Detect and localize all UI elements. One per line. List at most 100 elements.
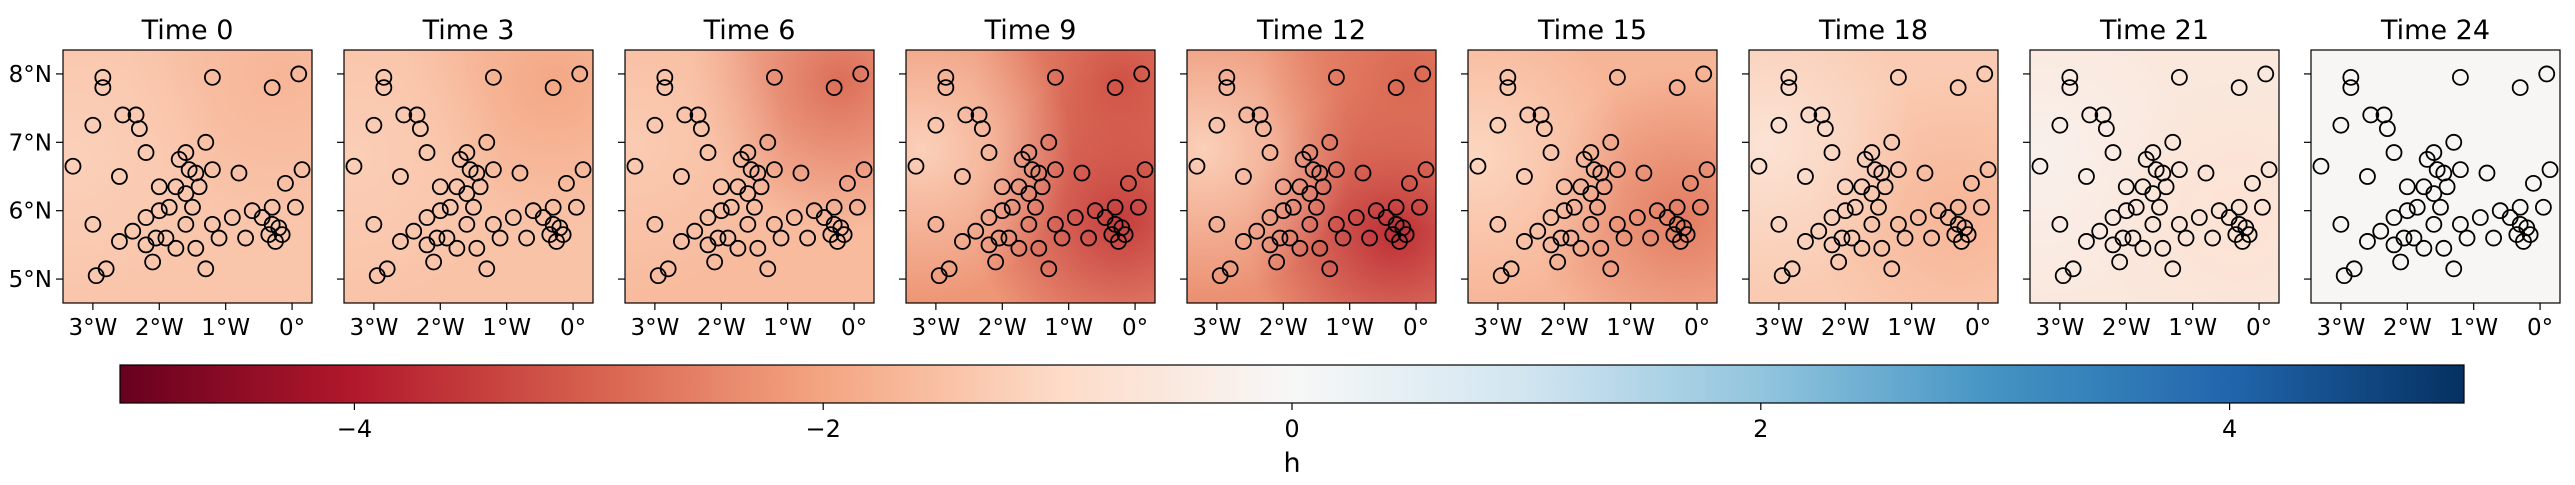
station-marker — [1387, 198, 1405, 216]
station-marker — [1956, 219, 1974, 237]
station-marker — [458, 215, 476, 233]
field-hotspots — [344, 50, 593, 303]
station-marker — [1873, 239, 1891, 257]
x-tick-label: 0° — [1965, 315, 1991, 341]
station-marker — [1836, 202, 1854, 220]
station-marker — [1565, 198, 1583, 216]
x-tick-label: 0° — [1122, 315, 1148, 341]
station-marker — [2154, 239, 2172, 257]
station-marker — [967, 222, 985, 240]
station-marker — [111, 233, 128, 250]
station-marker — [2392, 253, 2410, 271]
station-marker — [2359, 233, 2376, 250]
station-marker — [739, 215, 757, 233]
station-marker — [1582, 144, 1600, 161]
station-marker — [1797, 168, 1814, 185]
station-marker — [832, 219, 850, 237]
y-tick-label: 8°N — [9, 62, 52, 88]
station-markers — [1469, 65, 1716, 285]
station-marker — [223, 209, 241, 226]
station-marker — [1020, 185, 1038, 202]
station-marker — [1609, 215, 1626, 233]
colorbar-tick-label: 0 — [1284, 415, 1299, 443]
station-marker — [2538, 65, 2556, 83]
station-marker — [1863, 144, 1881, 161]
station-marker — [375, 68, 393, 86]
station-marker — [937, 68, 955, 86]
station-marker — [2054, 267, 2072, 285]
station-marker — [2425, 144, 2443, 161]
station-marker — [957, 106, 975, 124]
station-marker — [1692, 198, 1709, 216]
station-marker — [2408, 198, 2426, 216]
station-marker — [345, 157, 363, 175]
station-marker — [471, 178, 489, 196]
station-marker — [1770, 215, 1788, 233]
station-marker — [1040, 260, 1058, 278]
station-marker — [752, 178, 770, 196]
station-marker — [937, 79, 955, 97]
station-marker — [2398, 178, 2416, 196]
station-marker — [1354, 164, 1372, 182]
station-marker — [293, 161, 311, 179]
station-marker — [1328, 68, 1345, 86]
station-marker — [1073, 164, 1091, 182]
station-marker — [2471, 209, 2489, 226]
station-marker — [1208, 215, 1226, 233]
station-marker — [2511, 79, 2529, 97]
station-marker — [1963, 174, 1980, 192]
station-marker — [1411, 198, 1428, 216]
station-marker — [1311, 239, 1329, 257]
station-marker — [2445, 260, 2463, 278]
station-marker — [2114, 229, 2132, 247]
x-tick-label: 2°W — [1821, 315, 1870, 341]
station-marker — [150, 178, 168, 196]
station-marker — [2478, 164, 2496, 182]
station-marker — [2170, 161, 2188, 179]
station-marker — [2144, 185, 2162, 202]
station-marker — [1291, 239, 1309, 257]
station-marker — [699, 144, 717, 161]
station-marker — [1582, 215, 1600, 233]
station-marker — [441, 198, 459, 216]
station-marker — [1909, 209, 1927, 226]
station-marker — [1870, 198, 1887, 216]
panel-title: Time 18 — [1818, 15, 1928, 46]
panel-frame — [1748, 49, 1999, 304]
station-marker — [190, 178, 208, 196]
station-marker — [1890, 215, 1907, 233]
station-marker — [1582, 185, 1600, 202]
station-marker — [504, 209, 522, 226]
station-marker — [1218, 68, 1236, 86]
station-marker — [2144, 215, 2162, 233]
panel-frame — [905, 49, 1156, 304]
station-marker — [746, 198, 763, 216]
x-tick-label: 2°W — [2102, 315, 2151, 341]
station-marker — [574, 161, 592, 179]
x-tick-label: 2°W — [2383, 315, 2432, 341]
panel-0: Time 0 3°W 2°W 1°W 0° 8°N 7°N 6°N 5°N — [9, 15, 313, 341]
station-marker — [1040, 133, 1058, 151]
station-marker — [518, 229, 535, 247]
station-marker — [1489, 215, 1507, 233]
station-marker — [1136, 161, 1154, 179]
station-marker — [94, 79, 112, 97]
station-marker — [1823, 144, 1841, 161]
station-markers — [1750, 65, 1997, 285]
station-marker — [411, 120, 429, 138]
x-tick-label: 3°W — [630, 315, 679, 341]
station-marker — [365, 116, 383, 134]
station-marker — [1328, 161, 1345, 179]
station-marker — [458, 144, 476, 161]
station-marker — [1080, 229, 1097, 247]
station-marker — [1602, 260, 1620, 278]
station-marker — [2415, 239, 2433, 257]
station-marker — [673, 168, 690, 185]
station-marker — [1499, 79, 1517, 97]
colorbar-tick-label: 4 — [2222, 415, 2237, 443]
station-marker — [1261, 144, 1279, 161]
station-marker — [2359, 168, 2376, 185]
station-marker — [375, 79, 393, 97]
station-markers — [2031, 65, 2278, 285]
